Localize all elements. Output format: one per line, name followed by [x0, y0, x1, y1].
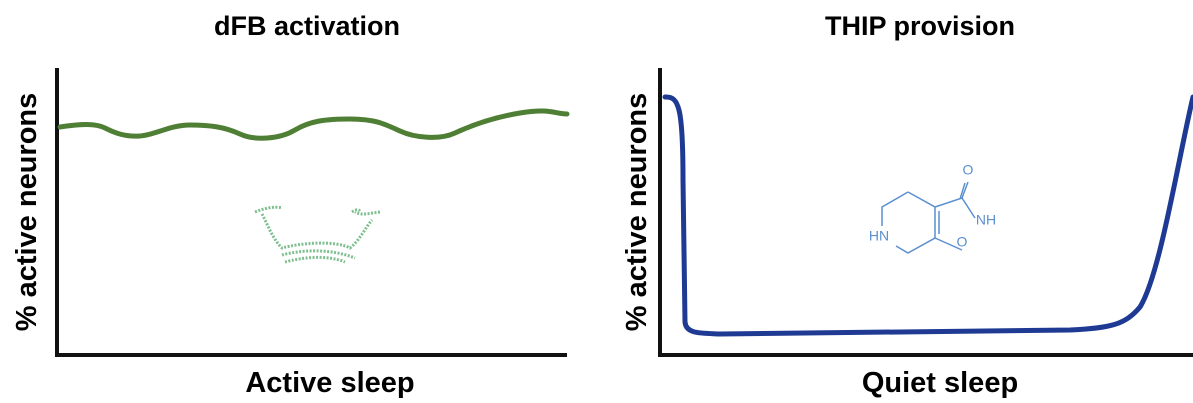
x-axis-label: Active sleep: [245, 367, 414, 399]
activity-curve: [57, 108, 570, 141]
panel-thip: THIP provision % active neurons Quiet sl…: [621, 11, 1193, 399]
panel-dfb: dFB activation % active neurons Active s…: [11, 11, 570, 399]
axes: [55, 68, 567, 357]
activity-curve: [662, 94, 1193, 337]
y-axis-label: % active neurons: [11, 93, 43, 332]
atom-label: O: [963, 162, 974, 178]
axes: [658, 68, 1193, 357]
x-axis-label: Quiet sleep: [862, 367, 1018, 399]
atom-label: NH: [976, 212, 996, 228]
atom-label: O: [957, 234, 968, 250]
neuron-illustration: [254, 205, 381, 264]
thip-molecule: [881, 181, 976, 254]
atom-label: HN: [869, 228, 889, 244]
panel-title: THIP provision: [825, 11, 1015, 41]
panel-title: dFB activation: [214, 11, 400, 41]
y-axis-label: % active neurons: [621, 93, 653, 332]
